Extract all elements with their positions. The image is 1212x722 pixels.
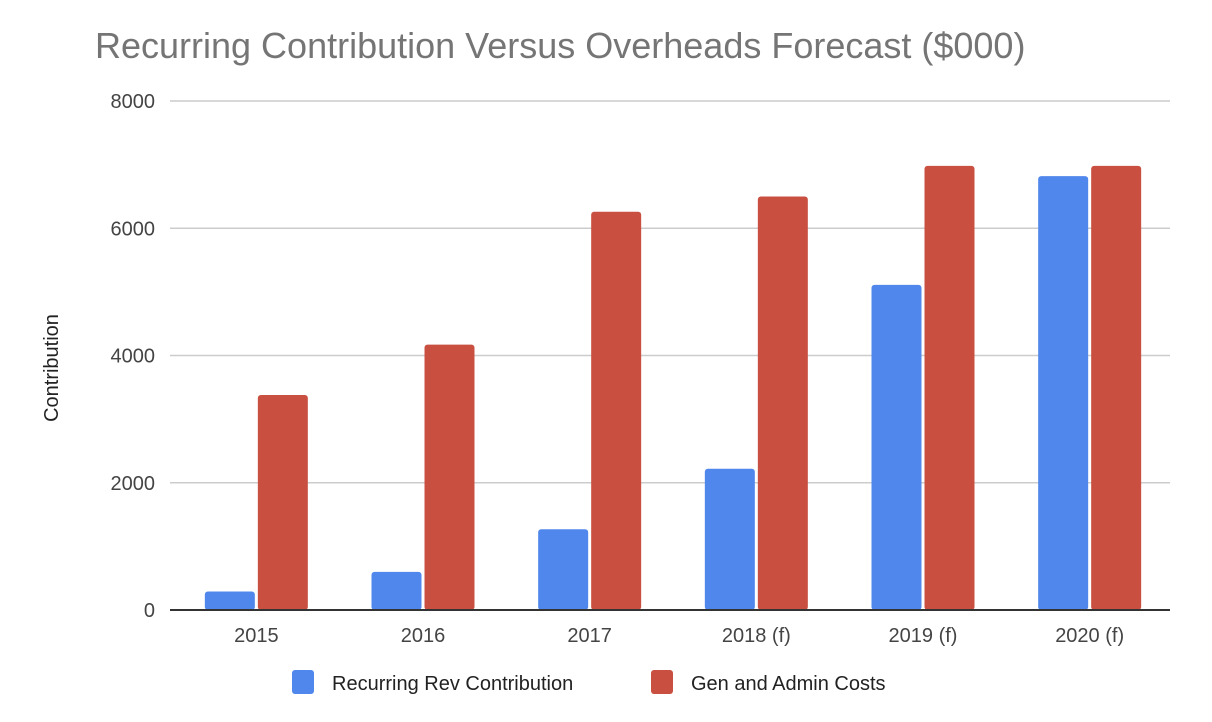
y-tick-label: 6000 (111, 218, 156, 240)
bar-recurring-rev-2018f (704, 468, 755, 610)
bar-gen-admin-2019f (924, 165, 975, 610)
chart-title: Recurring Contribution Versus Overheads … (95, 25, 1025, 66)
bar-recurring-rev-2019f (871, 284, 922, 610)
bars (204, 165, 1142, 610)
bar-recurring-rev-2017 (538, 529, 589, 610)
bar-gen-admin-2015 (257, 394, 308, 610)
y-tick-label: 8000 (111, 91, 156, 113)
legend-item[interactable]: Gen and Admin Costs (651, 670, 886, 695)
y-tick-label: 4000 (111, 346, 156, 368)
bar-gen-admin-2018f (757, 196, 808, 610)
bar-gen-admin-2020f (1091, 165, 1142, 610)
gridlines (170, 100, 1170, 484)
bar-gen-admin-2017 (591, 211, 642, 610)
x-tick-label: 2016 (401, 625, 446, 647)
legend-swatch (292, 670, 314, 694)
legend-label: Gen and Admin Costs (691, 673, 886, 695)
x-tick-label: 2017 (567, 625, 612, 647)
x-tick-label: 2015 (234, 625, 279, 647)
y-axis-label: Contribution (41, 314, 63, 422)
x-tick-label: 2018 (f) (722, 625, 791, 647)
legend-label: Recurring Rev Contribution (332, 673, 573, 695)
y-tick-label: 2000 (111, 473, 156, 495)
y-tick-label: 0 (144, 600, 155, 622)
x-tick-label: 2020 (f) (1055, 625, 1124, 647)
bar-gen-admin-2016 (424, 344, 475, 610)
legend-item[interactable]: Recurring Rev Contribution (292, 670, 573, 695)
bar-recurring-rev-2015 (204, 591, 255, 610)
legend-swatch (651, 670, 673, 694)
x-axis-ticks: 2015 2016 2017 2018 (f) 2019 (f) 2020 (f) (234, 625, 1124, 647)
bar-recurring-rev-2020f (1038, 176, 1089, 610)
legend: Recurring Rev Contribution Gen and Admin … (292, 670, 886, 695)
bar-recurring-rev-2016 (371, 571, 422, 610)
x-tick-label: 2019 (f) (889, 625, 958, 647)
y-axis-ticks: 0 2000 4000 6000 8000 (111, 91, 156, 622)
